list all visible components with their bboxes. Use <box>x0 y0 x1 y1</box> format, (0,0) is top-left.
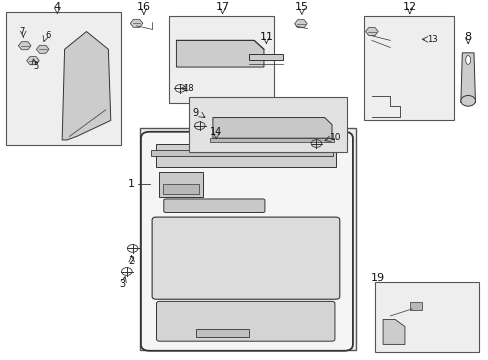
Polygon shape <box>294 20 306 28</box>
Text: 5: 5 <box>34 62 39 71</box>
Bar <box>159 172 203 197</box>
Text: 10: 10 <box>329 132 341 141</box>
Text: 3: 3 <box>119 279 125 289</box>
Text: 2: 2 <box>128 256 134 266</box>
FancyBboxPatch shape <box>163 199 264 212</box>
Polygon shape <box>365 27 377 36</box>
Polygon shape <box>62 32 111 140</box>
Bar <box>156 144 335 167</box>
Text: 6: 6 <box>45 31 50 40</box>
Ellipse shape <box>460 95 474 106</box>
Bar <box>363 15 453 120</box>
Ellipse shape <box>465 55 469 64</box>
Text: 8: 8 <box>464 32 471 42</box>
Text: 7: 7 <box>19 27 24 36</box>
Text: 11: 11 <box>259 32 273 42</box>
Text: 15: 15 <box>294 2 308 12</box>
Text: 17: 17 <box>215 2 229 12</box>
Polygon shape <box>460 53 474 103</box>
Text: 14: 14 <box>210 127 222 137</box>
Polygon shape <box>210 138 334 143</box>
FancyBboxPatch shape <box>156 301 334 341</box>
Polygon shape <box>249 54 283 60</box>
Bar <box>169 15 273 103</box>
Bar <box>163 184 199 194</box>
Bar <box>409 302 421 310</box>
Text: 4: 4 <box>54 2 61 12</box>
Text: 19: 19 <box>370 273 385 283</box>
Bar <box>188 97 346 152</box>
Text: 12: 12 <box>402 2 416 12</box>
Polygon shape <box>19 42 31 50</box>
Text: 1: 1 <box>127 179 134 189</box>
Text: 16: 16 <box>137 2 150 12</box>
Text: 13: 13 <box>426 35 437 44</box>
Bar <box>6 12 120 145</box>
Bar <box>140 127 356 350</box>
Text: 18: 18 <box>183 84 194 93</box>
Polygon shape <box>212 118 331 138</box>
Bar <box>374 282 478 351</box>
Polygon shape <box>130 19 142 27</box>
FancyBboxPatch shape <box>141 132 352 351</box>
Text: 9: 9 <box>192 108 199 118</box>
Polygon shape <box>176 40 264 67</box>
FancyBboxPatch shape <box>152 217 339 299</box>
Bar <box>196 329 249 337</box>
Polygon shape <box>36 45 49 53</box>
Polygon shape <box>382 320 404 345</box>
Polygon shape <box>27 57 39 65</box>
Bar <box>151 149 333 156</box>
